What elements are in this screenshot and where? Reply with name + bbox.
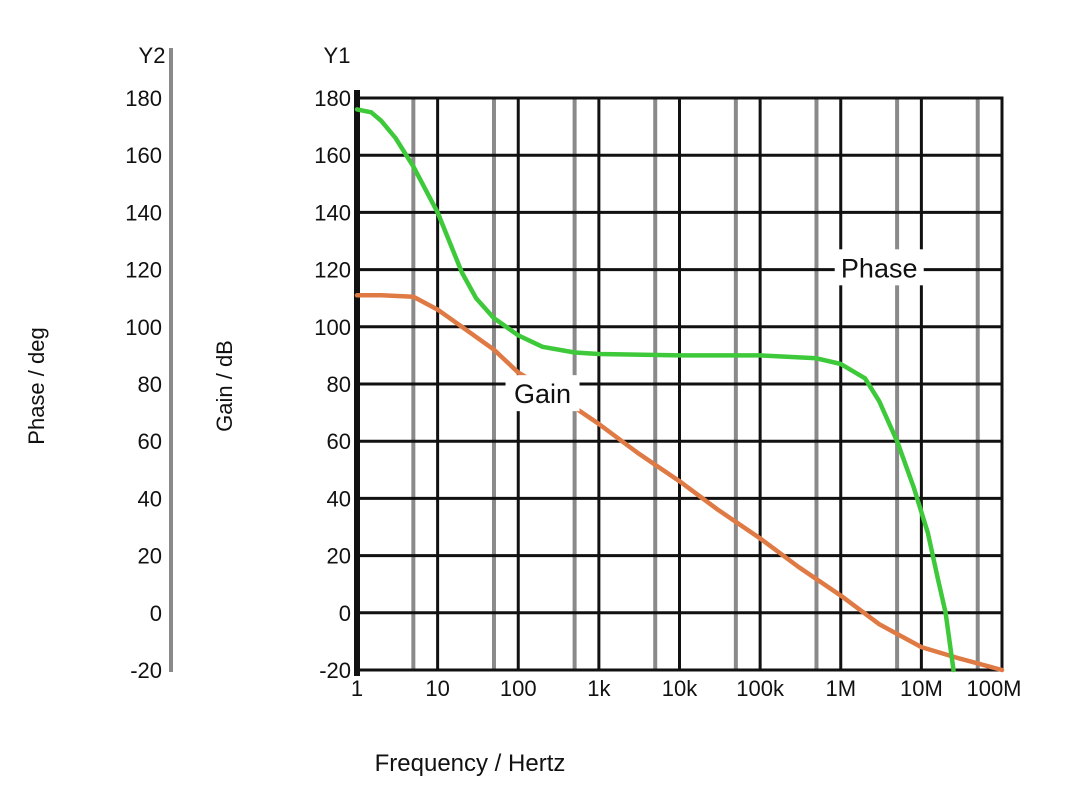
y2-tick-label: 160 [125, 143, 162, 168]
y2-tick-label: 140 [125, 200, 162, 225]
y1-tick-label: 180 [314, 86, 351, 111]
y2-tick-label: 80 [138, 372, 162, 397]
x-tick-label: 1 [351, 676, 363, 701]
x-tick-label: 10 [425, 676, 449, 701]
y2-tick-label: 0 [150, 601, 162, 626]
series-label-bg [834, 249, 924, 286]
y1-tick-label: 40 [327, 486, 351, 511]
x-tick-labels: 1 10 100 1k 10k 100k 1M 10M 100M [351, 676, 1022, 701]
y1-tick-label: 160 [314, 143, 351, 168]
x-tick-label: 100 [500, 676, 537, 701]
x-axis-label: Frequency / Hertz [375, 750, 566, 777]
y1-axis-name: Y1 [324, 43, 351, 68]
y2-axis-label: Phase / deg [24, 327, 49, 444]
y2-axis-name: Y2 [139, 43, 166, 68]
y1-tick-labels: -20 0 20 40 60 80 100 120 140 160 180 [314, 86, 351, 683]
y2-tick-label: 100 [125, 315, 162, 340]
series-lines [354, 107, 1005, 673]
series-line-phase [354, 107, 956, 673]
y2-tick-label: 120 [125, 258, 162, 283]
y1-tick-label: 120 [314, 258, 351, 283]
y2-tick-label: 40 [138, 486, 162, 511]
series-labels: Gain Phase [505, 249, 924, 412]
y1-tick-label: 20 [327, 544, 351, 569]
y1-tick-label: -20 [319, 658, 351, 683]
y2-tick-label: -20 [130, 658, 162, 683]
y1-tick-label: 100 [314, 315, 351, 340]
x-tick-label: 100M [966, 676, 1021, 701]
x-tick-label: 1M [825, 676, 856, 701]
y1-tick-label: 60 [327, 429, 351, 454]
y1-axis-label: Gain / dB [212, 340, 237, 432]
y1-tick-label: 140 [314, 200, 351, 225]
y2-tick-label: 60 [138, 429, 162, 454]
major-gridlines [355, 96, 1004, 672]
y1-tick-label: 0 [339, 601, 351, 626]
series-label-phase: Phase [841, 253, 918, 283]
y1-tick-label: 80 [327, 372, 351, 397]
y2-tick-label: 20 [138, 544, 162, 569]
y2-tick-label: 180 [125, 86, 162, 111]
series-label-bg [505, 375, 580, 412]
y2-tick-labels: -20 0 20 40 60 80 100 120 140 160 180 [125, 86, 162, 683]
x-tick-label: 1k [587, 676, 611, 701]
x-tick-label: 10M [900, 676, 943, 701]
x-tick-label: 100k [736, 676, 785, 701]
x-tick-label: 10k [662, 676, 698, 701]
series-label-gain: Gain [514, 379, 571, 409]
series-line-gain [354, 293, 1005, 673]
